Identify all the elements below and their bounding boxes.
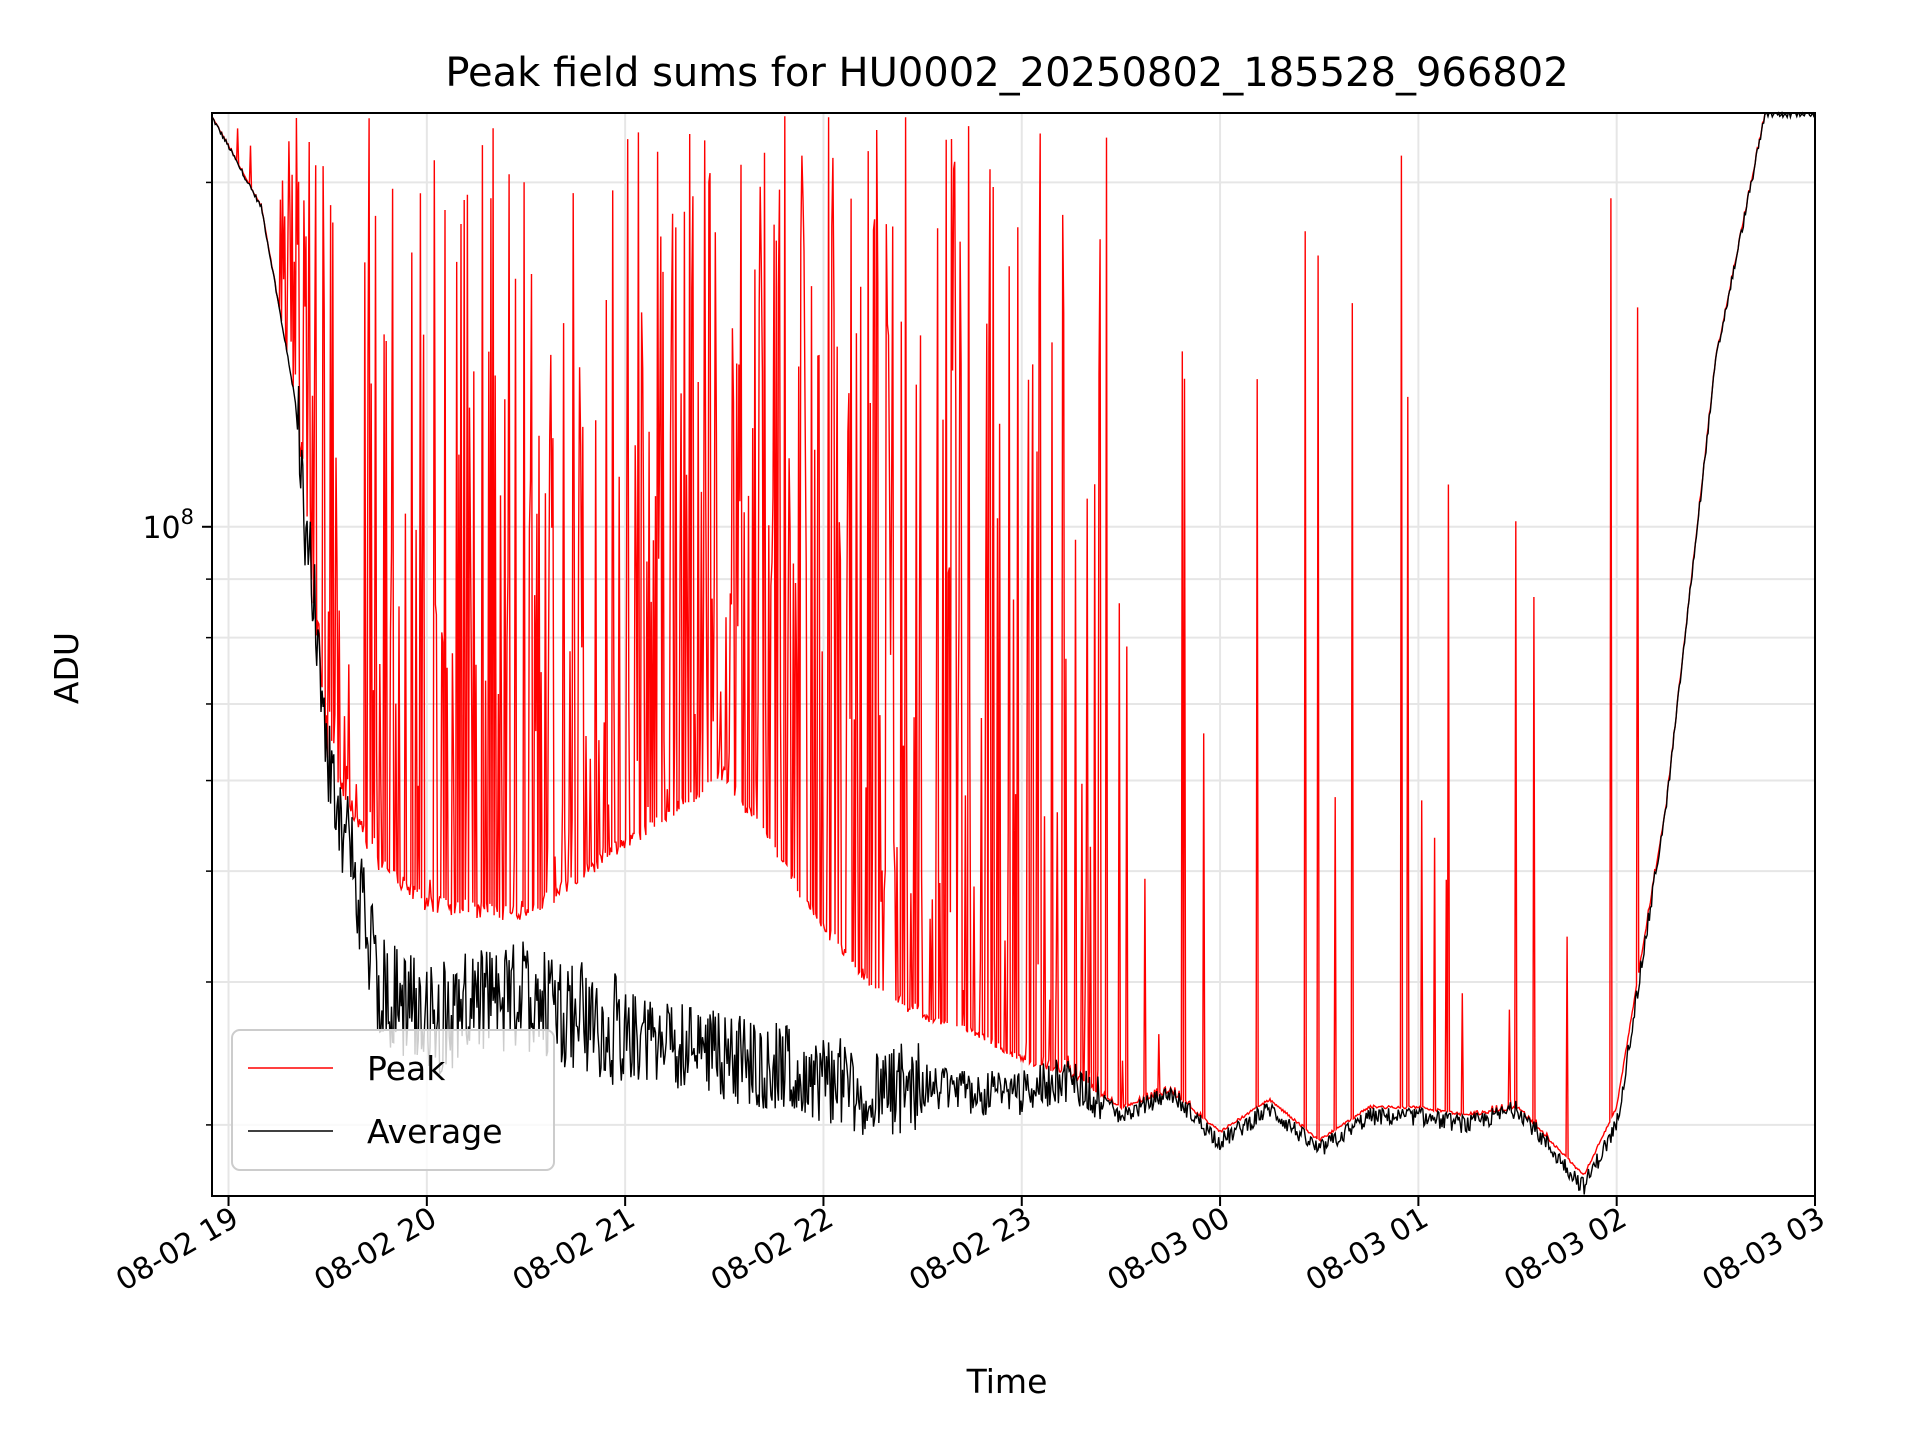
peak-series-group [211,112,1815,1176]
legend-box [231,1029,555,1171]
y-axis: 108 [142,181,212,1126]
plot-area [211,110,1816,1197]
legend-average-label: Average [367,1112,503,1151]
x-axis-label: Time [966,1362,1048,1401]
y-tick-label: 108 [142,505,194,546]
legend-peak-label: Peak [367,1049,446,1088]
peak-series-line [211,112,1815,1176]
plot-frame [211,112,1816,1197]
chart-title: Peak field sums for HU0002_20250802_1855… [445,50,1568,96]
legend: Peak Average [231,1029,555,1171]
y-axis-label: ADU [47,632,86,704]
